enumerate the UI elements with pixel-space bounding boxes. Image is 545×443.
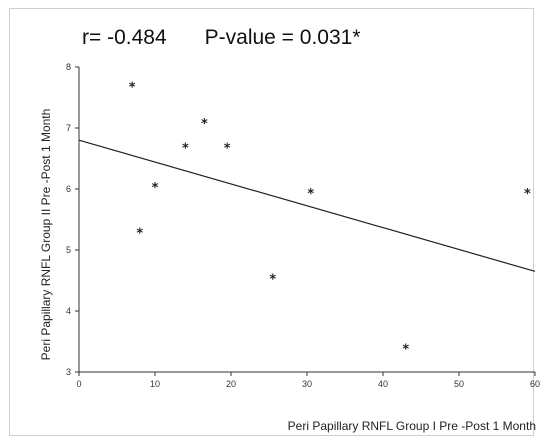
x-tick-label: 0 <box>76 379 81 389</box>
data-points: * * * * * * * * * * <box>129 80 531 357</box>
scatter-point: * <box>201 117 208 132</box>
y-tick-label: 8 <box>66 62 71 72</box>
y-axis-ticks: 3 4 5 6 7 8 <box>66 62 79 377</box>
x-axis-label: Peri Papillary RNFL Group I Pre -Post 1 … <box>288 419 536 433</box>
x-tick-label: 10 <box>150 379 160 389</box>
x-tick-label: 30 <box>302 379 312 389</box>
scatter-point: * <box>307 187 314 202</box>
scatter-point: * <box>152 181 159 196</box>
scatter-point: * <box>402 343 409 358</box>
axes <box>78 67 535 373</box>
x-tick-label: 40 <box>378 379 388 389</box>
scatter-point: * <box>269 272 276 287</box>
x-tick-label: 20 <box>226 379 236 389</box>
scatter-point: * <box>224 141 231 156</box>
y-tick-label: 3 <box>66 367 71 377</box>
y-tick-label: 6 <box>66 184 71 194</box>
y-tick-label: 5 <box>66 245 71 255</box>
scatter-point: * <box>182 141 189 156</box>
regression-line <box>78 139 536 272</box>
x-axis-ticks: 0 10 20 30 40 50 60 <box>76 372 540 389</box>
p-value-label: P-value = 0.031* <box>204 26 361 49</box>
r-value-label: r= -0.484 <box>82 26 167 49</box>
correlation-stats: r= -0.484 P-value = 0.031* <box>82 26 361 50</box>
x-tick-label: 60 <box>530 379 540 389</box>
scatter-point: * <box>524 187 531 202</box>
chart-frame <box>9 8 534 436</box>
y-tick-label: 7 <box>66 123 71 133</box>
y-tick-label: 4 <box>66 306 71 316</box>
x-tick-label: 50 <box>454 379 464 389</box>
scatter-point: * <box>136 227 143 242</box>
y-axis-label: Peri Papillary RNFL Group II Pre -Post 1… <box>39 109 53 361</box>
scatter-point: * <box>129 80 136 95</box>
regression-line-group <box>78 139 536 272</box>
